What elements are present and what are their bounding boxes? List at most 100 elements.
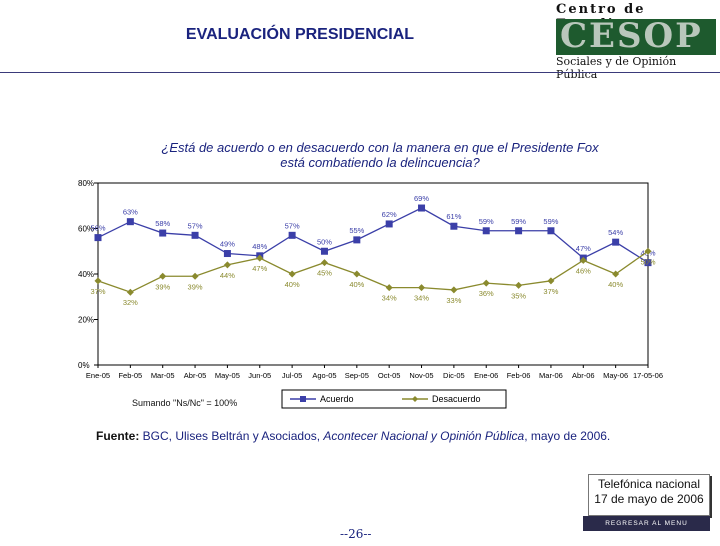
acuerdo-data-label: 57% [188, 221, 203, 230]
acuerdo-point [223, 250, 231, 258]
legend-box [281, 389, 507, 409]
source-text-a: BGC, Ulises Beltrán y Asociados, [139, 429, 324, 443]
acuerdo-data-label: 62% [382, 210, 397, 219]
desacuerdo-data-label: 34% [382, 294, 397, 303]
question-line-1: ¿Está de acuerdo o en desacuerdo con la … [161, 140, 599, 155]
x-tick-label: Jul-05 [282, 371, 302, 380]
acuerdo-point [94, 234, 102, 242]
desacuerdo-point [482, 279, 490, 287]
acuerdo-point [547, 227, 555, 235]
acuerdo-point [385, 220, 393, 228]
desacuerdo-point [579, 256, 587, 264]
acuerdo-point [644, 259, 652, 267]
y-tick-label: 20% [78, 316, 94, 325]
desacuerdo-point [547, 277, 555, 285]
acuerdo-data-label: 48% [252, 242, 267, 251]
desacuerdo-point [418, 284, 426, 292]
cesop-logo: Centro de Estudios CESOP Sociales y de O… [556, 2, 718, 81]
question-line-2: está combatiendo la delincuencia? [280, 155, 480, 170]
x-tick-label: Jun-05 [248, 371, 271, 380]
logo-band [556, 19, 716, 55]
x-tick-label: 17-05-06 [633, 371, 663, 380]
source-label: Fuente: [96, 429, 140, 443]
chart-question: ¿Está de acuerdo o en desacuerdo con la … [100, 140, 660, 170]
logo-bottom-text: Sociales y de Opinión Pública [556, 55, 677, 81]
desacuerdo-data-label: 36% [479, 289, 494, 298]
acuerdo-data-label: 56% [90, 224, 105, 233]
acuerdo-data-label: 59% [543, 217, 558, 226]
acuerdo-point [288, 231, 296, 239]
line-chart: 0% 20% 40% 60% 80% Ene-05 Feb-05 Mar-05 Abr-05 Ma… [78, 179, 663, 409]
desacuerdo-point [515, 281, 523, 289]
desacuerdo-point [644, 247, 652, 255]
x-tick-label: Ene-05 [86, 371, 110, 380]
acuerdo-data-label: 49% [220, 240, 235, 249]
desacuerdo-data-label: 35% [511, 291, 526, 300]
acuerdo-data-label: 47% [576, 244, 591, 253]
desacuerdo-data-label: 39% [155, 282, 170, 291]
y-tick-label: 80% [78, 179, 94, 188]
acuerdo-data-label: 58% [155, 219, 170, 228]
x-tick-label: May-06 [603, 371, 628, 380]
y-tick-label: 40% [78, 270, 94, 279]
acuerdo-data-label: 59% [511, 217, 526, 226]
desacuerdo-data-label: 37% [90, 287, 105, 296]
acuerdo-data-label: 50% [317, 237, 332, 246]
desacuerdo-point [191, 272, 199, 280]
series-line-acuerdo [97, 207, 649, 264]
acuerdo-data-label: 63% [123, 208, 138, 217]
desacuerdo-point [223, 261, 231, 269]
desacuerdo-data-label: 37% [543, 287, 558, 296]
x-tick-label: Mar-05 [151, 371, 175, 380]
x-tick-label: Feb-05 [118, 371, 142, 380]
acuerdo-point [159, 229, 167, 237]
desacuerdo-point [320, 259, 328, 267]
desacuerdo-point [126, 288, 134, 296]
series-line-desacuerdo [97, 250, 649, 293]
desacuerdo-point [385, 284, 393, 292]
desacuerdo-data-label: 44% [220, 271, 235, 280]
x-tick-label: Oct-05 [378, 371, 401, 380]
legend-marker-acuerdo [300, 396, 306, 402]
x-tick-label: May-05 [215, 371, 240, 380]
x-tick-label: Feb-06 [507, 371, 531, 380]
acuerdo-data-label: 59% [479, 217, 494, 226]
desacuerdo-point [159, 272, 167, 280]
x-tick-label: Ago-05 [312, 371, 336, 380]
survey-type: Telefónica nacional [597, 477, 701, 491]
y-tick-label: 0% [78, 361, 90, 370]
acuerdo-data-label: 61% [446, 212, 461, 221]
acuerdo-data-label: 69% [414, 194, 429, 203]
desacuerdo-data-label: 40% [608, 280, 623, 289]
x-tick-label: Nov-05 [409, 371, 433, 380]
desacuerdo-data-label: 47% [252, 264, 267, 273]
survey-date: 17 de mayo de 2006 [594, 492, 704, 506]
desacuerdo-point [94, 277, 102, 285]
page-title: EVALUACIÓN PRESIDENCIAL [185, 26, 415, 43]
desacuerdo-point [612, 270, 620, 278]
plot-frame [97, 182, 649, 366]
acuerdo-point [320, 247, 328, 255]
desacuerdo-data-label: 34% [414, 294, 429, 303]
legend-marker-desacuerdo [412, 396, 418, 402]
desacuerdo-data-label: 33% [446, 296, 461, 305]
desacuerdo-point [288, 270, 296, 278]
chart-note: Sumando "Ns/Nc" = 100% [132, 398, 238, 408]
desacuerdo-point [256, 254, 264, 262]
acuerdo-point [482, 227, 490, 235]
acuerdo-point [126, 218, 134, 226]
y-tick-label: 60% [78, 225, 94, 234]
desacuerdo-point [450, 286, 458, 294]
header-divider [0, 72, 720, 73]
legend-label-desacuerdo: Desacuerdo [432, 394, 481, 404]
acuerdo-point [515, 227, 523, 235]
page-number: --26-- [340, 527, 372, 541]
back-to-menu-button[interactable]: REGRESAR AL MENU PRINCIPAL [583, 516, 710, 542]
source-publication: Acontecer Nacional y Opinión Pública [323, 429, 525, 443]
survey-info-box: Telefónica nacional 17 de mayo de 2006 [588, 474, 710, 516]
source-text-c: , mayo de 2006. [524, 429, 611, 443]
legend-label-acuerdo: Acuerdo [320, 394, 354, 404]
acuerdo-point [191, 231, 199, 239]
acuerdo-point [353, 236, 361, 244]
x-tick-label: Dic-05 [443, 371, 465, 380]
